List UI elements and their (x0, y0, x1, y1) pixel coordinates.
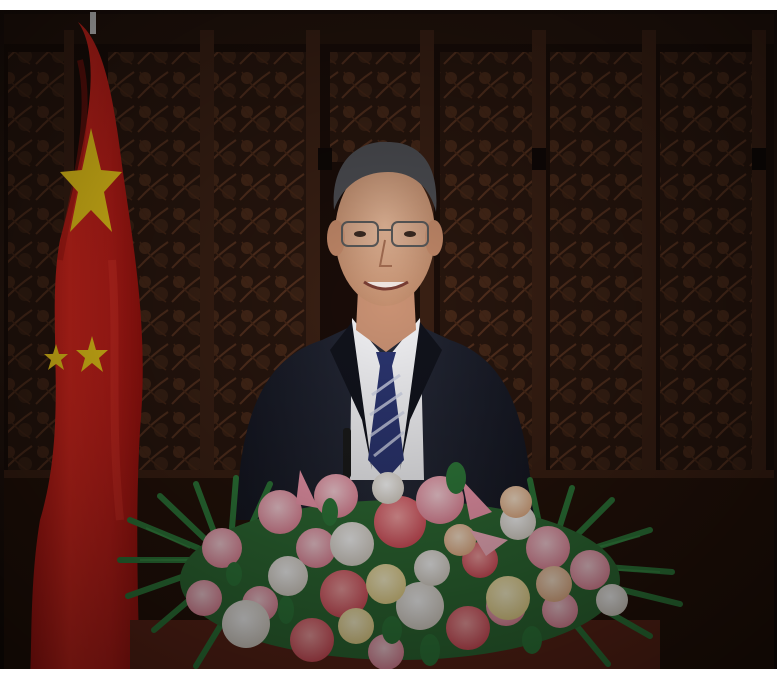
frame-top-border (0, 0, 777, 10)
frame-bottom-border (0, 669, 777, 679)
